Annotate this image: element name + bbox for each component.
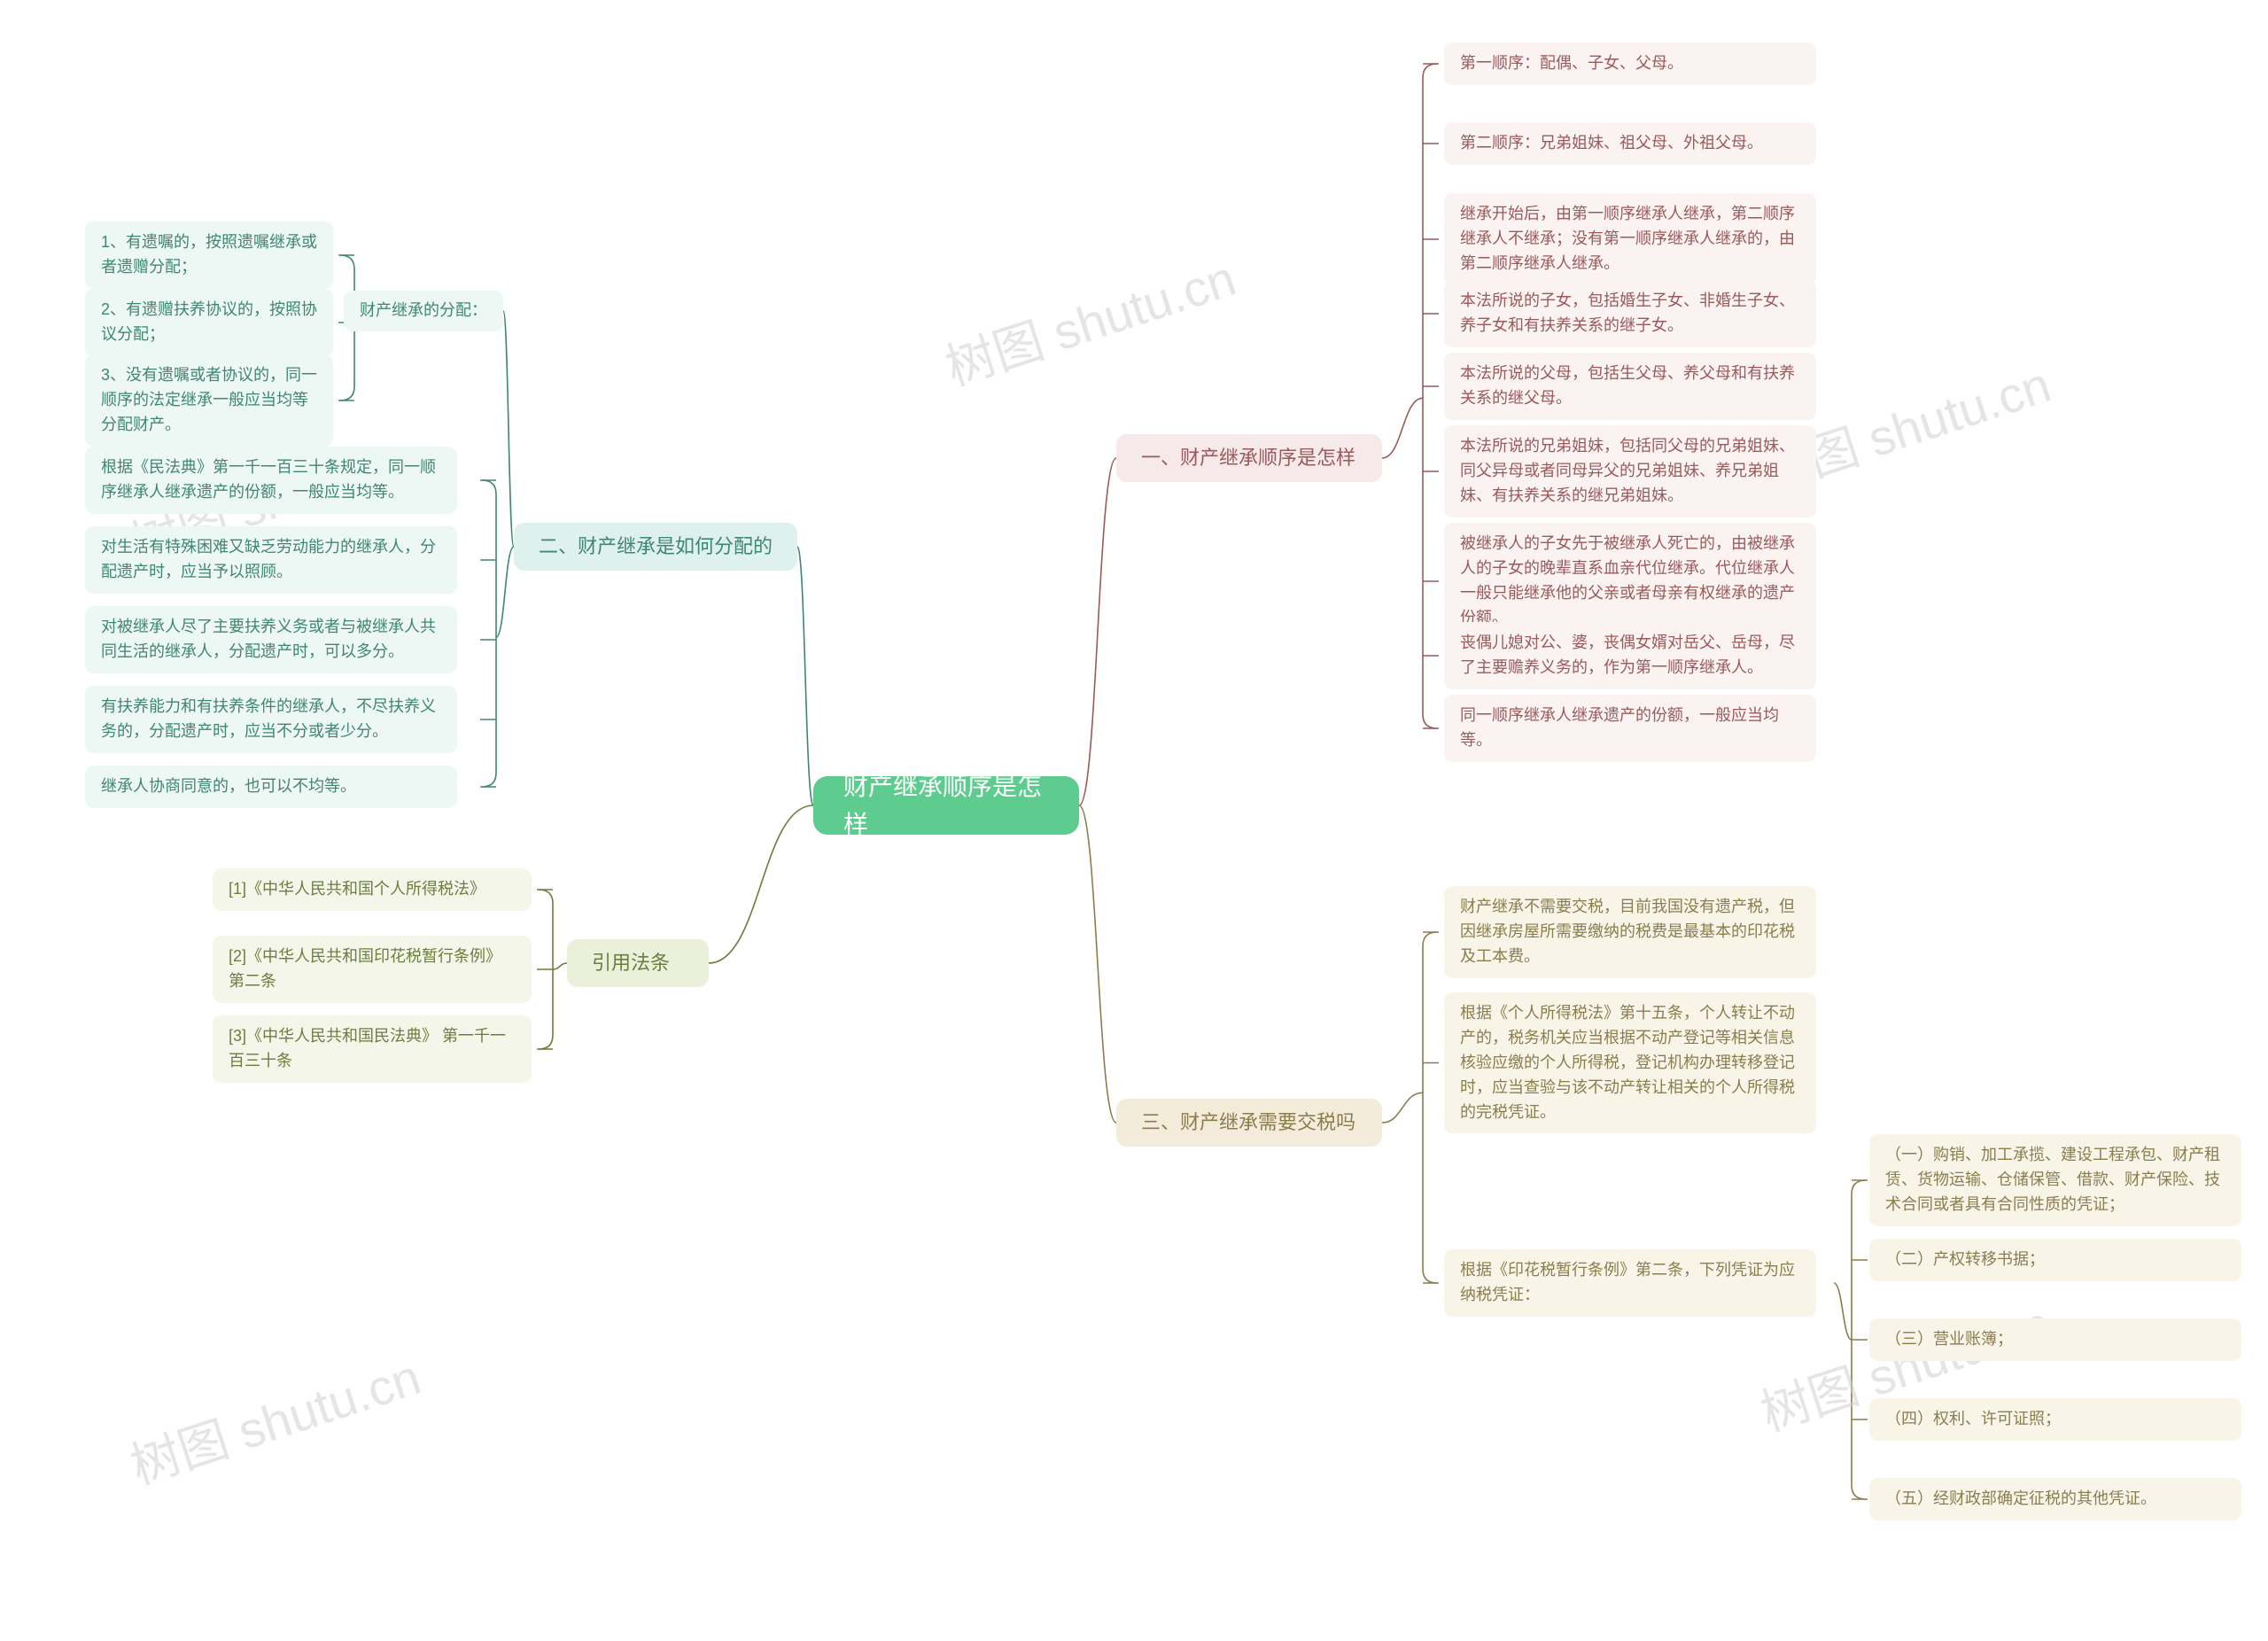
leaf-node: 3、没有遗嘱或者协议的，同一顺序的法定继承一般应当均等分配财产。 (85, 354, 333, 447)
mindmap-canvas: 树图 shutu.cn树图 shutu.cn树图 shutu.cn树图 shut… (0, 0, 2268, 1641)
leaf-node: 继承开始后，由第一顺序继承人继承，第二顺序继承人不继承；没有第一顺序继承人继承的… (1444, 193, 1816, 285)
leaf-node: [3]《中华人民共和国民法典》 第一千一百三十条 (213, 1015, 532, 1083)
watermark: 树图 shutu.cn (936, 239, 1244, 401)
leaf-node: 本法所说的子女，包括婚生子女、非婚生子女、养子女和有扶养关系的继子女。 (1444, 280, 1816, 347)
leaf-node: （四）权利、许可证照； (1869, 1398, 2241, 1441)
leaf-node: 继承人协商同意的，也可以不均等。 (85, 766, 457, 808)
leaf-node: 根据《民法典》第一千一百三十条规定，同一顺序继承人继承遗产的份额，一般应当均等。 (85, 447, 457, 514)
leaf-node: 本法所说的父母，包括生父母、养父母和有扶养关系的继父母。 (1444, 353, 1816, 420)
leaf-node: [2]《中华人民共和国印花税暂行条例》 第二条 (213, 936, 532, 1003)
leaf-node: 同一顺序继承人继承遗产的份额，一般应当均等。 (1444, 695, 1816, 762)
leaf-node: 本法所说的兄弟姐妹，包括同父母的兄弟姐妹、同父异母或者同母异父的兄弟姐妹、养兄弟… (1444, 425, 1816, 517)
branch-node: 三、财产继承需要交税吗 (1116, 1099, 1382, 1147)
center-node: 财产继承顺序是怎样 (813, 776, 1079, 835)
leaf-node: 对被继承人尽了主要扶养义务或者与被继承人共同生活的继承人，分配遗产时，可以多分。 (85, 606, 457, 673)
leaf-node: 有扶养能力和有扶养条件的继承人，不尽扶养义务的，分配遗产时，应当不分或者少分。 (85, 686, 457, 753)
sub-branch-node: 财产继承的分配： (344, 291, 503, 331)
leaf-node: 对生活有特殊困难又缺乏劳动能力的继承人，分配遗产时，应当予以照顾。 (85, 526, 457, 594)
leaf-node: （二）产权转移书据； (1869, 1239, 2241, 1281)
leaf-node: 根据《个人所得税法》第十五条，个人转让不动产的，税务机关应当根据不动产登记等相关… (1444, 992, 1816, 1133)
leaf-node: 1、有遗嘱的，按照遗嘱继承或者遗赠分配； (85, 222, 333, 289)
branch-node: 引用法条 (567, 939, 709, 987)
watermark: 树图 shutu.cn (120, 1338, 429, 1499)
leaf-node: 根据《印花税暂行条例》第二条，下列凭证为应纳税凭证： (1444, 1249, 1816, 1317)
leaf-node: 2、有遗赠扶养协议的，按照协议分配； (85, 289, 333, 356)
branch-node: 二、财产继承是如何分配的 (514, 523, 797, 571)
leaf-node: [1]《中华人民共和国个人所得税法》 (213, 868, 532, 911)
leaf-node: 第二顺序：兄弟姐妹、祖父母、外祖父母。 (1444, 122, 1816, 165)
leaf-node: （一）购销、加工承揽、建设工程承包、财产租赁、货物运输、仓储保管、借款、财产保险… (1869, 1134, 2241, 1226)
leaf-node: 财产继承不需要交税，目前我国没有遗产税，但因继承房屋所需要缴纳的税费是最基本的印… (1444, 886, 1816, 978)
leaf-node: （五）经财政部确定征税的其他凭证。 (1869, 1478, 2241, 1520)
leaf-node: 丧偶儿媳对公、婆，丧偶女婿对岳父、岳母，尽了主要赡养义务的，作为第一顺序继承人。 (1444, 622, 1816, 689)
leaf-node: （三）营业账簿； (1869, 1318, 2241, 1361)
branch-node: 一、财产继承顺序是怎样 (1116, 434, 1382, 482)
leaf-node: 第一顺序：配偶、子女、父母。 (1444, 43, 1816, 85)
